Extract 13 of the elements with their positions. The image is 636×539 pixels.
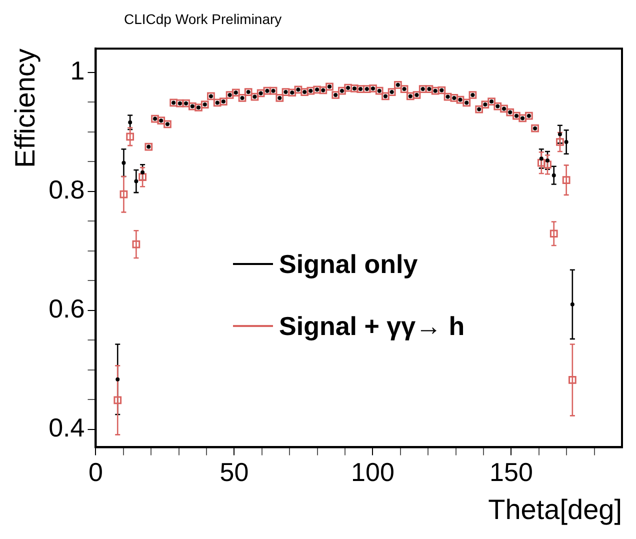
y-tick-label: 1	[70, 56, 85, 86]
legend-label: Signal + γγ→ h	[279, 310, 465, 342]
x-tick-label: 150	[490, 456, 533, 487]
y-tick-label: 0.4	[48, 412, 85, 443]
text: CLICdp Work Preliminary	[124, 11, 282, 27]
x-tick-label: 0	[88, 456, 103, 487]
y-axis-title: Efficiency	[10, 48, 41, 168]
x-tick-label: 100	[351, 456, 394, 487]
legend-label: Signal only	[279, 248, 418, 280]
x-tick-label: 50	[220, 456, 249, 487]
y-tick-label: 0.6	[48, 294, 85, 324]
y-tick-label: 0.8	[48, 174, 85, 205]
x-axis-title: Theta[deg]	[488, 494, 622, 525]
